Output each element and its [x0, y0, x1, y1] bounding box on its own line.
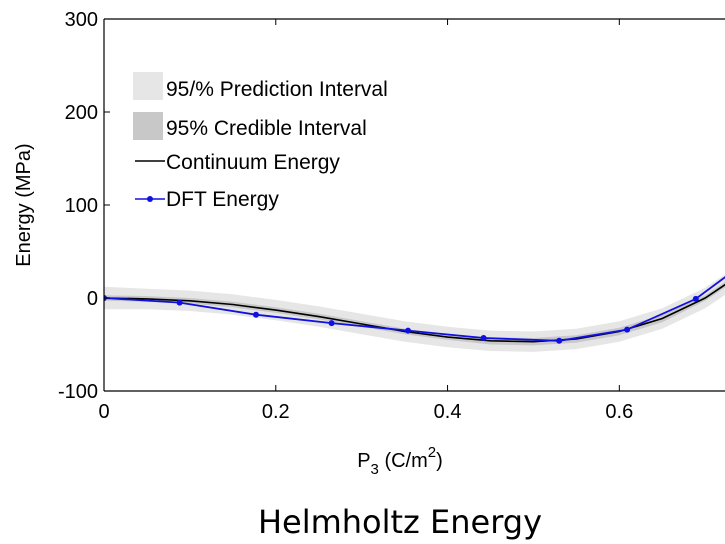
- data-point-dft-energy: [692, 295, 699, 302]
- legend-label-prediction: 95/% Prediction Interval: [166, 78, 388, 101]
- data-point-dft-energy: [624, 326, 631, 333]
- x-tick-label: 0.6: [605, 401, 633, 423]
- prediction-interval-band: [104, 274, 725, 352]
- legend-label-dft: DFT Energy: [166, 188, 279, 211]
- series-line-continuum-energy: [104, 283, 725, 343]
- legend: 95/% Prediction Interval 95% Credible In…: [133, 72, 388, 211]
- series-line-dft-energy: [104, 276, 725, 342]
- x-tick-label: 0.4: [434, 401, 462, 423]
- legend-label-continuum: Continuum Energy: [166, 151, 340, 174]
- x-tick-label: 0: [98, 401, 109, 423]
- y-tick-label: 300: [65, 9, 98, 31]
- y-axis-label: Energy (MPa): [13, 143, 35, 266]
- legend-marker-dft: [147, 196, 153, 202]
- legend-label-credible: 95% Credible Interval: [166, 117, 367, 140]
- x-axis-label: P3 (C/m2): [357, 444, 443, 478]
- x-axis-label-superscript: 2: [428, 444, 436, 461]
- data-lines: [104, 276, 725, 344]
- x-axis-label-main: P: [357, 450, 370, 472]
- y-tick-label: -100: [58, 381, 98, 403]
- data-point-dft-energy: [176, 299, 183, 306]
- data-point-dft-energy: [405, 327, 411, 334]
- y-tick-label: 100: [65, 195, 98, 217]
- x-tick-label: 0.2: [262, 401, 290, 423]
- data-point-dft-energy: [480, 335, 487, 341]
- legend-swatch-prediction: [133, 72, 163, 100]
- x-axis-label-subscript: 3: [371, 461, 379, 478]
- x-axis-label-unit-close: ): [436, 450, 443, 472]
- data-point-dft-energy: [328, 320, 335, 327]
- data-point-dft-energy: [556, 337, 563, 344]
- y-tick-label: 0: [87, 288, 98, 310]
- x-axis-label-unit: (C/m: [379, 450, 428, 472]
- data-point-dft-energy: [253, 311, 259, 318]
- chart-caption: Helmholtz Energy: [258, 503, 542, 541]
- y-tick-label: 200: [65, 102, 98, 124]
- legend-swatch-credible: [133, 112, 163, 140]
